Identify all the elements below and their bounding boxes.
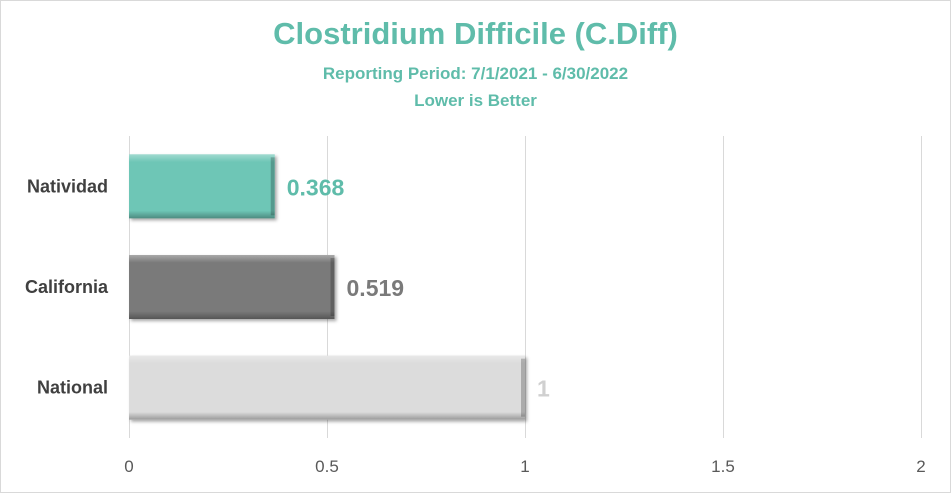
category-label: California xyxy=(25,277,109,297)
bar-bevel-edge xyxy=(521,358,525,417)
data-label: 0.368 xyxy=(287,174,345,200)
chart-title: Clostridium Difficile (C.Diff) xyxy=(273,16,678,51)
bar-bevel xyxy=(129,154,275,219)
x-tick-label: 1 xyxy=(520,457,529,476)
category-label: Natividad xyxy=(27,176,108,196)
bar-bevel-edge xyxy=(270,157,275,216)
x-tick-label: 2 xyxy=(916,457,925,476)
labels: 0 0.5 1 1.5 2 Natividad 0.368 California 0.519 Na… xyxy=(25,174,926,476)
x-tick-label: 0.5 xyxy=(315,457,339,476)
bars xyxy=(129,154,525,420)
bar-bevel-edge xyxy=(330,258,335,316)
data-label: 0.519 xyxy=(347,275,405,301)
data-label: 1 xyxy=(537,376,550,402)
chart-subtitle-period: Reporting Period: 7/1/2021 - 6/30/2022 xyxy=(322,64,629,83)
bar-bevel xyxy=(129,355,525,420)
chart-subtitle-note: Lower is Better xyxy=(414,91,537,110)
bar-bevel xyxy=(129,255,335,319)
x-tick-label: 1.5 xyxy=(711,457,735,476)
category-label: National xyxy=(37,378,108,398)
x-tick-label: 0 xyxy=(124,457,133,476)
